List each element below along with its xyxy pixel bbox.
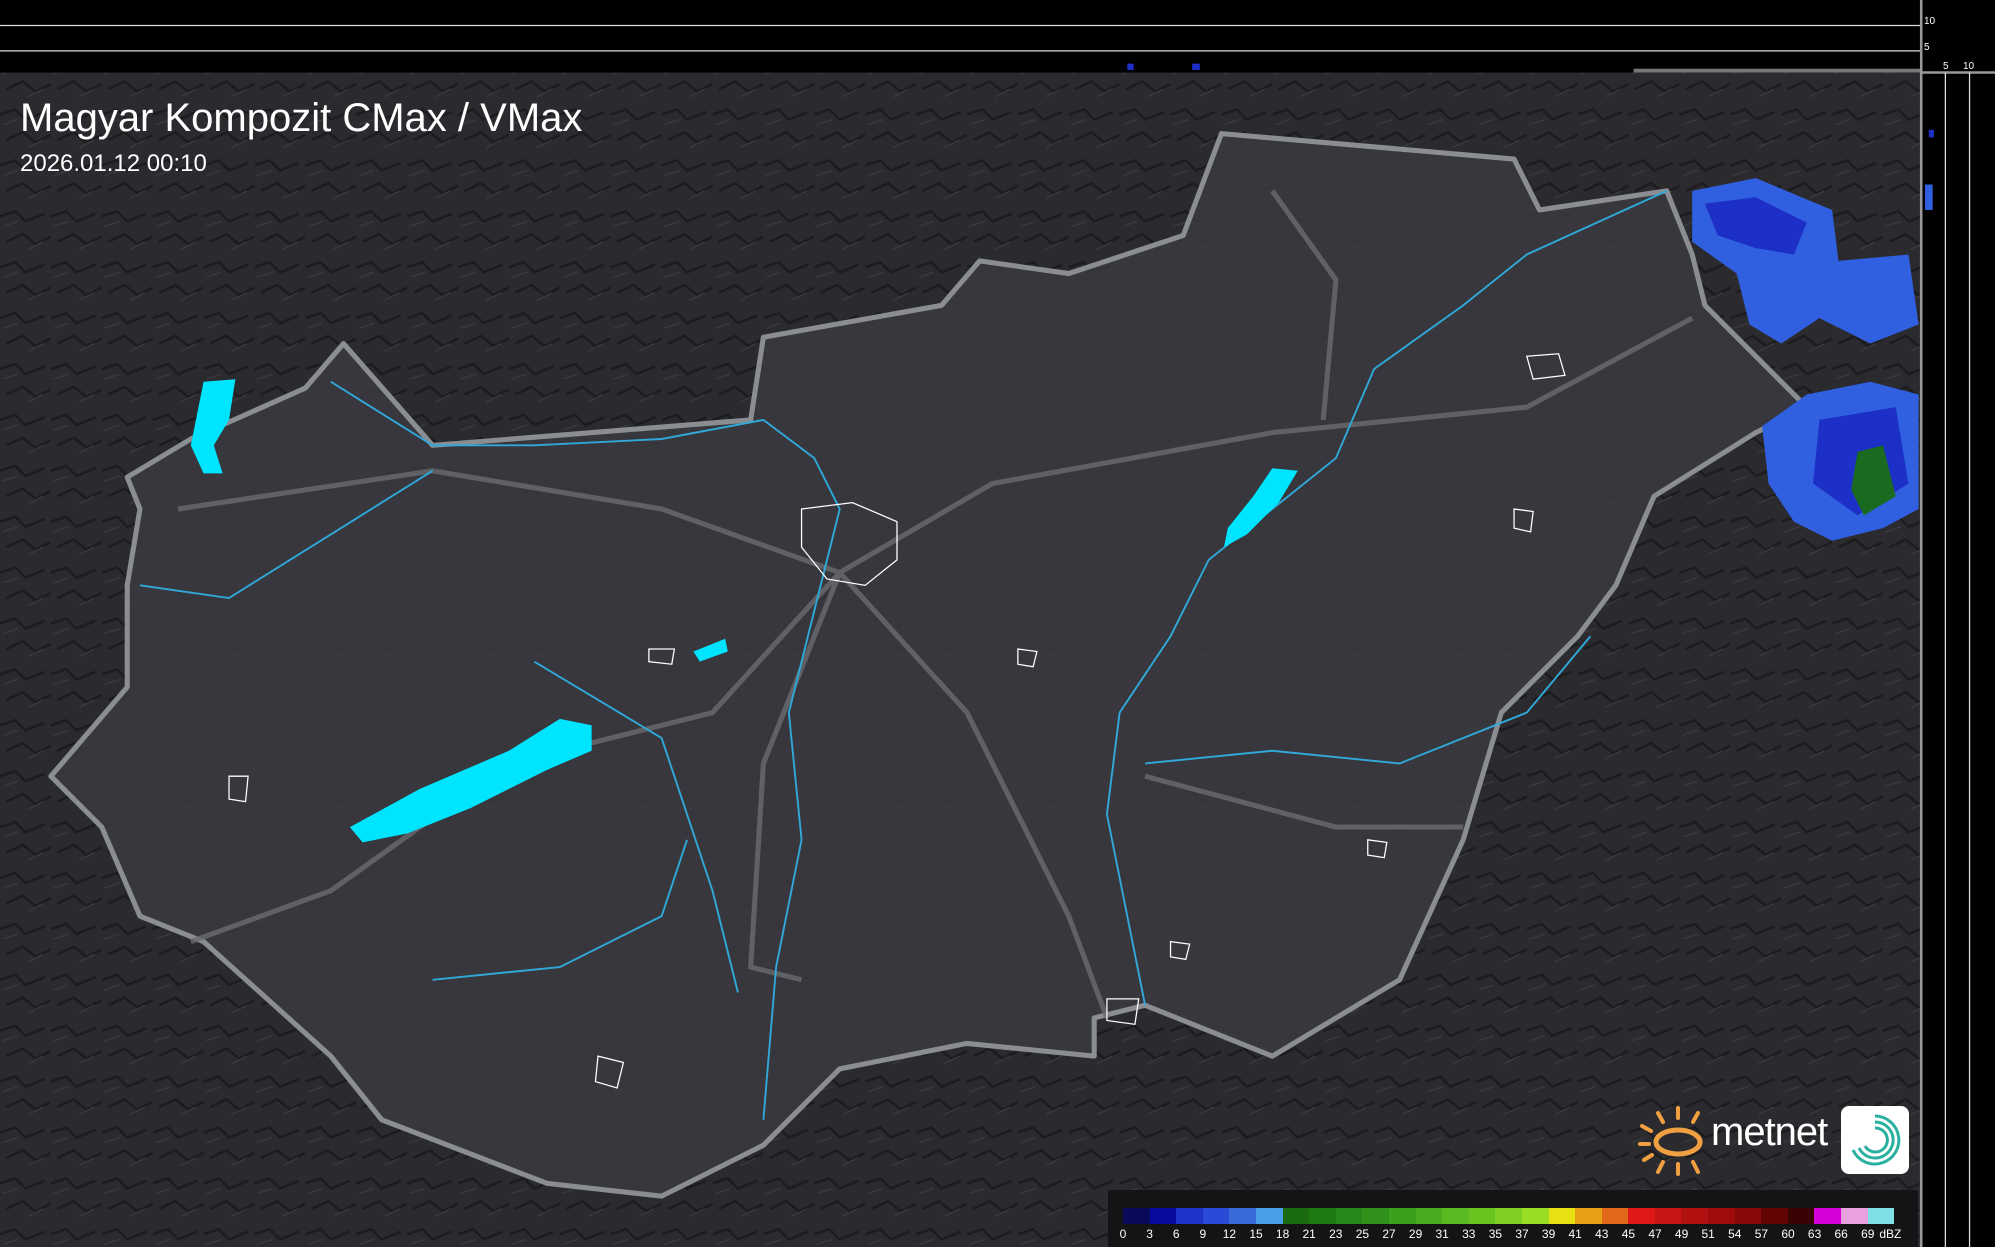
legend-swatch xyxy=(1521,1208,1549,1224)
legend-label: 57 xyxy=(1754,1227,1769,1241)
legend-label: 3 xyxy=(1146,1227,1153,1241)
legend-label: 25 xyxy=(1355,1227,1370,1241)
metnet-logo: metnet xyxy=(1636,1104,1916,1176)
city-outlines xyxy=(228,353,1566,1089)
legend-swatch xyxy=(1654,1208,1682,1224)
legend-label: 6 xyxy=(1172,1227,1180,1241)
legend-swatch xyxy=(1123,1208,1150,1224)
legend-label: 60 xyxy=(1781,1227,1795,1241)
profile-tick-label: 10 xyxy=(1963,61,1975,72)
legend-swatch xyxy=(1867,1208,1895,1224)
legend-swatch xyxy=(1761,1208,1788,1224)
legend-label: 63 xyxy=(1807,1227,1822,1241)
legend-color-scale xyxy=(1123,1208,1895,1224)
legend-swatch xyxy=(1575,1208,1602,1224)
legend-swatch xyxy=(1787,1208,1815,1224)
lake-velence xyxy=(693,638,728,662)
lakes xyxy=(190,379,1298,843)
lake-balaton xyxy=(349,718,592,843)
legend-label: 49 xyxy=(1674,1227,1689,1241)
legend-label: 9 xyxy=(1199,1227,1207,1241)
legend-label: 47 xyxy=(1648,1227,1662,1241)
legend-swatch xyxy=(1362,1208,1389,1224)
legend-label: 35 xyxy=(1488,1227,1503,1241)
legend-label: 69 xyxy=(1861,1227,1875,1241)
echo-ne-1-core xyxy=(1704,197,1807,255)
legend-swatch xyxy=(1841,1208,1868,1224)
lake-ferto xyxy=(190,379,236,474)
legend-swatch xyxy=(1468,1208,1496,1224)
legend-swatch xyxy=(1255,1208,1283,1224)
sun-icon xyxy=(1638,1106,1703,1176)
profile-tick-label: 10 xyxy=(1924,16,1936,27)
dbz-color-legend: 0 3 6 9 12 15 18 21 23 25 27 29 31 33 35 37 39 41 43 45 47 49… xyxy=(1108,1190,1918,1247)
legend-label: 43 xyxy=(1595,1227,1609,1241)
legend-swatch xyxy=(1229,1208,1256,1224)
metnet-spiral-icon xyxy=(1841,1106,1909,1174)
legend-swatch xyxy=(1442,1208,1469,1224)
legend-label: 51 xyxy=(1701,1227,1715,1241)
precipitation-echoes xyxy=(1692,178,1919,541)
profile-tick-label: 5 xyxy=(1924,42,1930,53)
right-profile-panel xyxy=(1921,0,1995,1247)
legend-swatch xyxy=(1149,1208,1177,1224)
legend-label: 12 xyxy=(1222,1227,1237,1241)
map-title: Magyar Kompozit CMax / VMax xyxy=(20,96,583,140)
legend-label: 33 xyxy=(1462,1227,1476,1241)
legend-swatch xyxy=(1814,1208,1842,1224)
legend-label: 18 xyxy=(1275,1227,1290,1241)
legend-label: 54 xyxy=(1728,1227,1742,1241)
map-timestamp: 2026.01.12 00:10 xyxy=(20,150,207,177)
legend-swatch xyxy=(1708,1208,1735,1224)
legend-label: 0 xyxy=(1119,1227,1127,1241)
top-profile-panel xyxy=(0,0,1922,73)
legend-label: 29 xyxy=(1408,1227,1423,1241)
legend-swatch xyxy=(1681,1208,1709,1224)
legend-swatch xyxy=(1548,1208,1576,1224)
legend-swatch xyxy=(1734,1208,1762,1224)
legend-swatch xyxy=(1388,1208,1416,1224)
legend-unit: dBZ xyxy=(1879,1227,1902,1241)
legend-swatch xyxy=(1176,1208,1203,1224)
legend-swatch xyxy=(1628,1208,1655,1224)
legend-label: 21 xyxy=(1302,1227,1316,1241)
legend-label: 45 xyxy=(1621,1227,1636,1241)
legend-swatch xyxy=(1601,1208,1629,1224)
legend-label: 39 xyxy=(1541,1227,1556,1241)
legend-label: 15 xyxy=(1249,1227,1263,1241)
legend-label: 23 xyxy=(1329,1227,1343,1241)
legend-label: 27 xyxy=(1382,1227,1396,1241)
legend-swatch xyxy=(1309,1208,1336,1224)
profile-echo xyxy=(1192,63,1200,70)
profile-tick-label: 5 xyxy=(1943,61,1949,72)
legend-label: 66 xyxy=(1834,1227,1848,1241)
profile-base xyxy=(1633,68,1922,73)
profile-echo xyxy=(1925,184,1933,210)
lake-tisza xyxy=(1223,468,1298,548)
logo-brand-text: metnet xyxy=(1711,1110,1828,1154)
legend-labels: 0 3 6 9 12 15 18 21 23 25 27 29 31 33 35 37 39 41 43 45 47 49… xyxy=(1118,1227,1918,1245)
legend-swatch xyxy=(1415,1208,1443,1224)
legend-swatch xyxy=(1282,1208,1310,1224)
legend-label: 41 xyxy=(1568,1227,1582,1241)
echo-ne-2-green xyxy=(1851,445,1896,516)
legend-label: 31 xyxy=(1435,1227,1449,1241)
legend-label: 37 xyxy=(1515,1227,1529,1241)
profile-echo xyxy=(1127,63,1134,70)
legend-swatch xyxy=(1202,1208,1230,1224)
hungary-territory xyxy=(48,131,1810,1199)
legend-swatch xyxy=(1335,1208,1363,1224)
legend-swatch xyxy=(1495,1208,1522,1224)
profile-echo xyxy=(1928,129,1934,138)
